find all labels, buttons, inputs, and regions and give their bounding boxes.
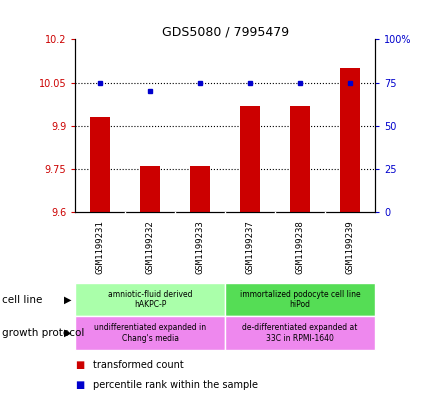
Bar — [190, 166, 210, 212]
Bar — [140, 166, 160, 212]
Text: percentile rank within the sample: percentile rank within the sample — [92, 380, 257, 390]
Bar — [224, 283, 374, 316]
Text: GSM1199233: GSM1199233 — [195, 221, 204, 274]
Text: GSM1199232: GSM1199232 — [145, 221, 154, 274]
Text: amniotic-fluid derived
hAKPC-P: amniotic-fluid derived hAKPC-P — [108, 290, 192, 309]
Text: GSM1199231: GSM1199231 — [95, 221, 104, 274]
Bar — [240, 106, 260, 212]
Text: growth protocol: growth protocol — [2, 328, 84, 338]
Text: ■: ■ — [75, 380, 84, 390]
Text: cell line: cell line — [2, 295, 43, 305]
Text: undifferentiated expanded in
Chang's media: undifferentiated expanded in Chang's med… — [94, 323, 206, 343]
Bar — [224, 316, 374, 350]
Text: de-differentiated expanded at
33C in RPMI-1640: de-differentiated expanded at 33C in RPM… — [242, 323, 357, 343]
Text: immortalized podocyte cell line
hiPod: immortalized podocyte cell line hiPod — [239, 290, 359, 309]
Bar — [289, 106, 309, 212]
Text: GSM1199237: GSM1199237 — [245, 221, 254, 274]
Bar — [90, 117, 110, 212]
Title: GDS5080 / 7995479: GDS5080 / 7995479 — [161, 25, 288, 38]
Text: ■: ■ — [75, 360, 84, 371]
Text: ▶: ▶ — [64, 328, 71, 338]
Text: transformed count: transformed count — [92, 360, 183, 371]
Text: GSM1199238: GSM1199238 — [295, 221, 304, 274]
Bar — [75, 316, 224, 350]
Bar — [75, 283, 224, 316]
Text: GSM1199239: GSM1199239 — [345, 221, 354, 274]
Bar — [339, 68, 359, 212]
Text: ▶: ▶ — [64, 295, 71, 305]
